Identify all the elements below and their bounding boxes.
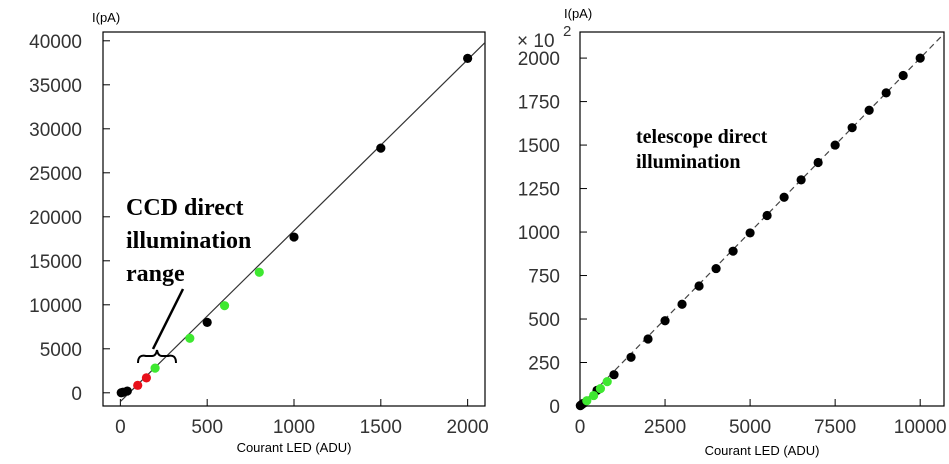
y-tick-label: 0	[549, 397, 560, 418]
data-point	[141, 373, 152, 383]
data-point	[847, 123, 857, 133]
y-tick-label: 40000	[29, 32, 82, 53]
data-point	[602, 377, 612, 387]
y-tick-label: 15000	[29, 252, 82, 273]
y-tick-label: 25000	[29, 164, 82, 185]
right-x-ticks: 0 2500 5000 7500 10000	[575, 399, 947, 438]
x-tick-label: 0	[115, 417, 126, 438]
data-point	[609, 370, 619, 380]
data-point	[122, 386, 132, 396]
right-fit-line	[579, 33, 945, 407]
left-x-axis-label: Courant LED (ADU)	[237, 440, 352, 455]
annotation-line-2: illumination	[636, 151, 740, 173]
data-point	[150, 363, 160, 373]
data-point	[915, 53, 925, 63]
y-tick-label: 20000	[29, 208, 82, 229]
data-point	[830, 140, 840, 150]
y-tick-label: 0	[71, 384, 82, 405]
data-point	[133, 380, 143, 390]
x-tick-label: 2000	[446, 417, 488, 438]
y-tick-label: 500	[528, 310, 560, 331]
y-tick-label: 250	[528, 354, 560, 375]
right-x-axis-label: Courant LED (ADU)	[705, 443, 820, 458]
x-tick-label: 1000	[273, 417, 315, 438]
data-point	[745, 228, 755, 238]
data-point	[660, 316, 670, 326]
x-tick-label: 500	[191, 417, 223, 438]
annotation-line-2: illumination	[126, 228, 251, 254]
data-point	[289, 232, 299, 242]
data-point	[185, 333, 195, 343]
y-tick-label: 1500	[518, 136, 560, 157]
y-tick-label: 1000	[518, 223, 560, 244]
right-multiplier: × 10	[517, 31, 555, 52]
data-point	[694, 281, 704, 291]
data-point	[898, 70, 908, 81]
right-plot-frame	[579, 31, 945, 407]
data-point	[796, 175, 806, 185]
x-tick-label: 0	[575, 417, 586, 438]
y-tick-label: 750	[528, 267, 560, 288]
data-point	[219, 301, 230, 311]
data-point	[254, 267, 264, 277]
annotation-line-1: telescope direct	[636, 126, 768, 148]
data-point	[376, 143, 386, 153]
right-data-points	[575, 53, 925, 411]
data-point	[813, 157, 823, 168]
data-point	[463, 53, 473, 64]
data-point	[779, 192, 789, 202]
data-point	[643, 334, 653, 344]
y-tick-label: 10000	[29, 296, 82, 317]
data-point	[711, 263, 721, 274]
left-chart: I(pA) 0500010000150002000025000300003500…	[29, 10, 489, 455]
data-point	[582, 396, 592, 406]
right-multiplier-exponent: 2	[563, 23, 571, 40]
y-tick-label: 30000	[29, 120, 82, 141]
left-y-ticks: 0 5000 10000 15000 20000 25000 30000 35000 40000	[29, 32, 110, 405]
left-y-axis-label: I(pA)	[92, 10, 120, 25]
data-point	[626, 352, 636, 362]
y-tick-label: 2000	[518, 49, 560, 70]
x-tick-label: 7500	[814, 417, 856, 438]
telescope-annotation: telescope direct illumination	[636, 126, 768, 173]
x-tick-label: 1500	[360, 417, 402, 438]
data-point	[864, 105, 874, 115]
data-point	[589, 390, 599, 401]
data-point	[762, 210, 772, 221]
data-point	[728, 246, 738, 256]
y-tick-label: 35000	[29, 76, 82, 97]
data-point	[202, 317, 212, 327]
right-y-ticks: 0 250 500 750 1000 1250 1500 1750 2000	[518, 49, 587, 418]
annotation-brace	[137, 349, 177, 364]
annotation-line-3: range	[126, 261, 185, 287]
annotation-line-1: CCD direct	[126, 195, 244, 221]
x-tick-label: 2500	[644, 417, 686, 438]
y-tick-label: 1250	[518, 180, 560, 201]
left-data-points	[116, 53, 473, 398]
left-x-ticks: 0 500 1000 1500 2000	[115, 399, 489, 438]
data-point	[881, 88, 891, 98]
data-point	[677, 299, 687, 309]
y-tick-label: 5000	[40, 340, 82, 361]
data-point	[595, 384, 606, 394]
y-tick-label: 1750	[518, 93, 560, 114]
annotation-arrow	[151, 288, 185, 350]
x-tick-label: 5000	[729, 417, 771, 438]
x-tick-label: 10000	[894, 417, 947, 438]
ccd-annotation: CCD direct illumination range	[126, 195, 251, 364]
right-chart: I(pA) × 10 2 0 250 500 750 1000 1250 1500 1750 2…	[517, 6, 947, 458]
left-fit-line	[119, 42, 486, 403]
right-y-axis-label: I(pA)	[564, 6, 592, 21]
